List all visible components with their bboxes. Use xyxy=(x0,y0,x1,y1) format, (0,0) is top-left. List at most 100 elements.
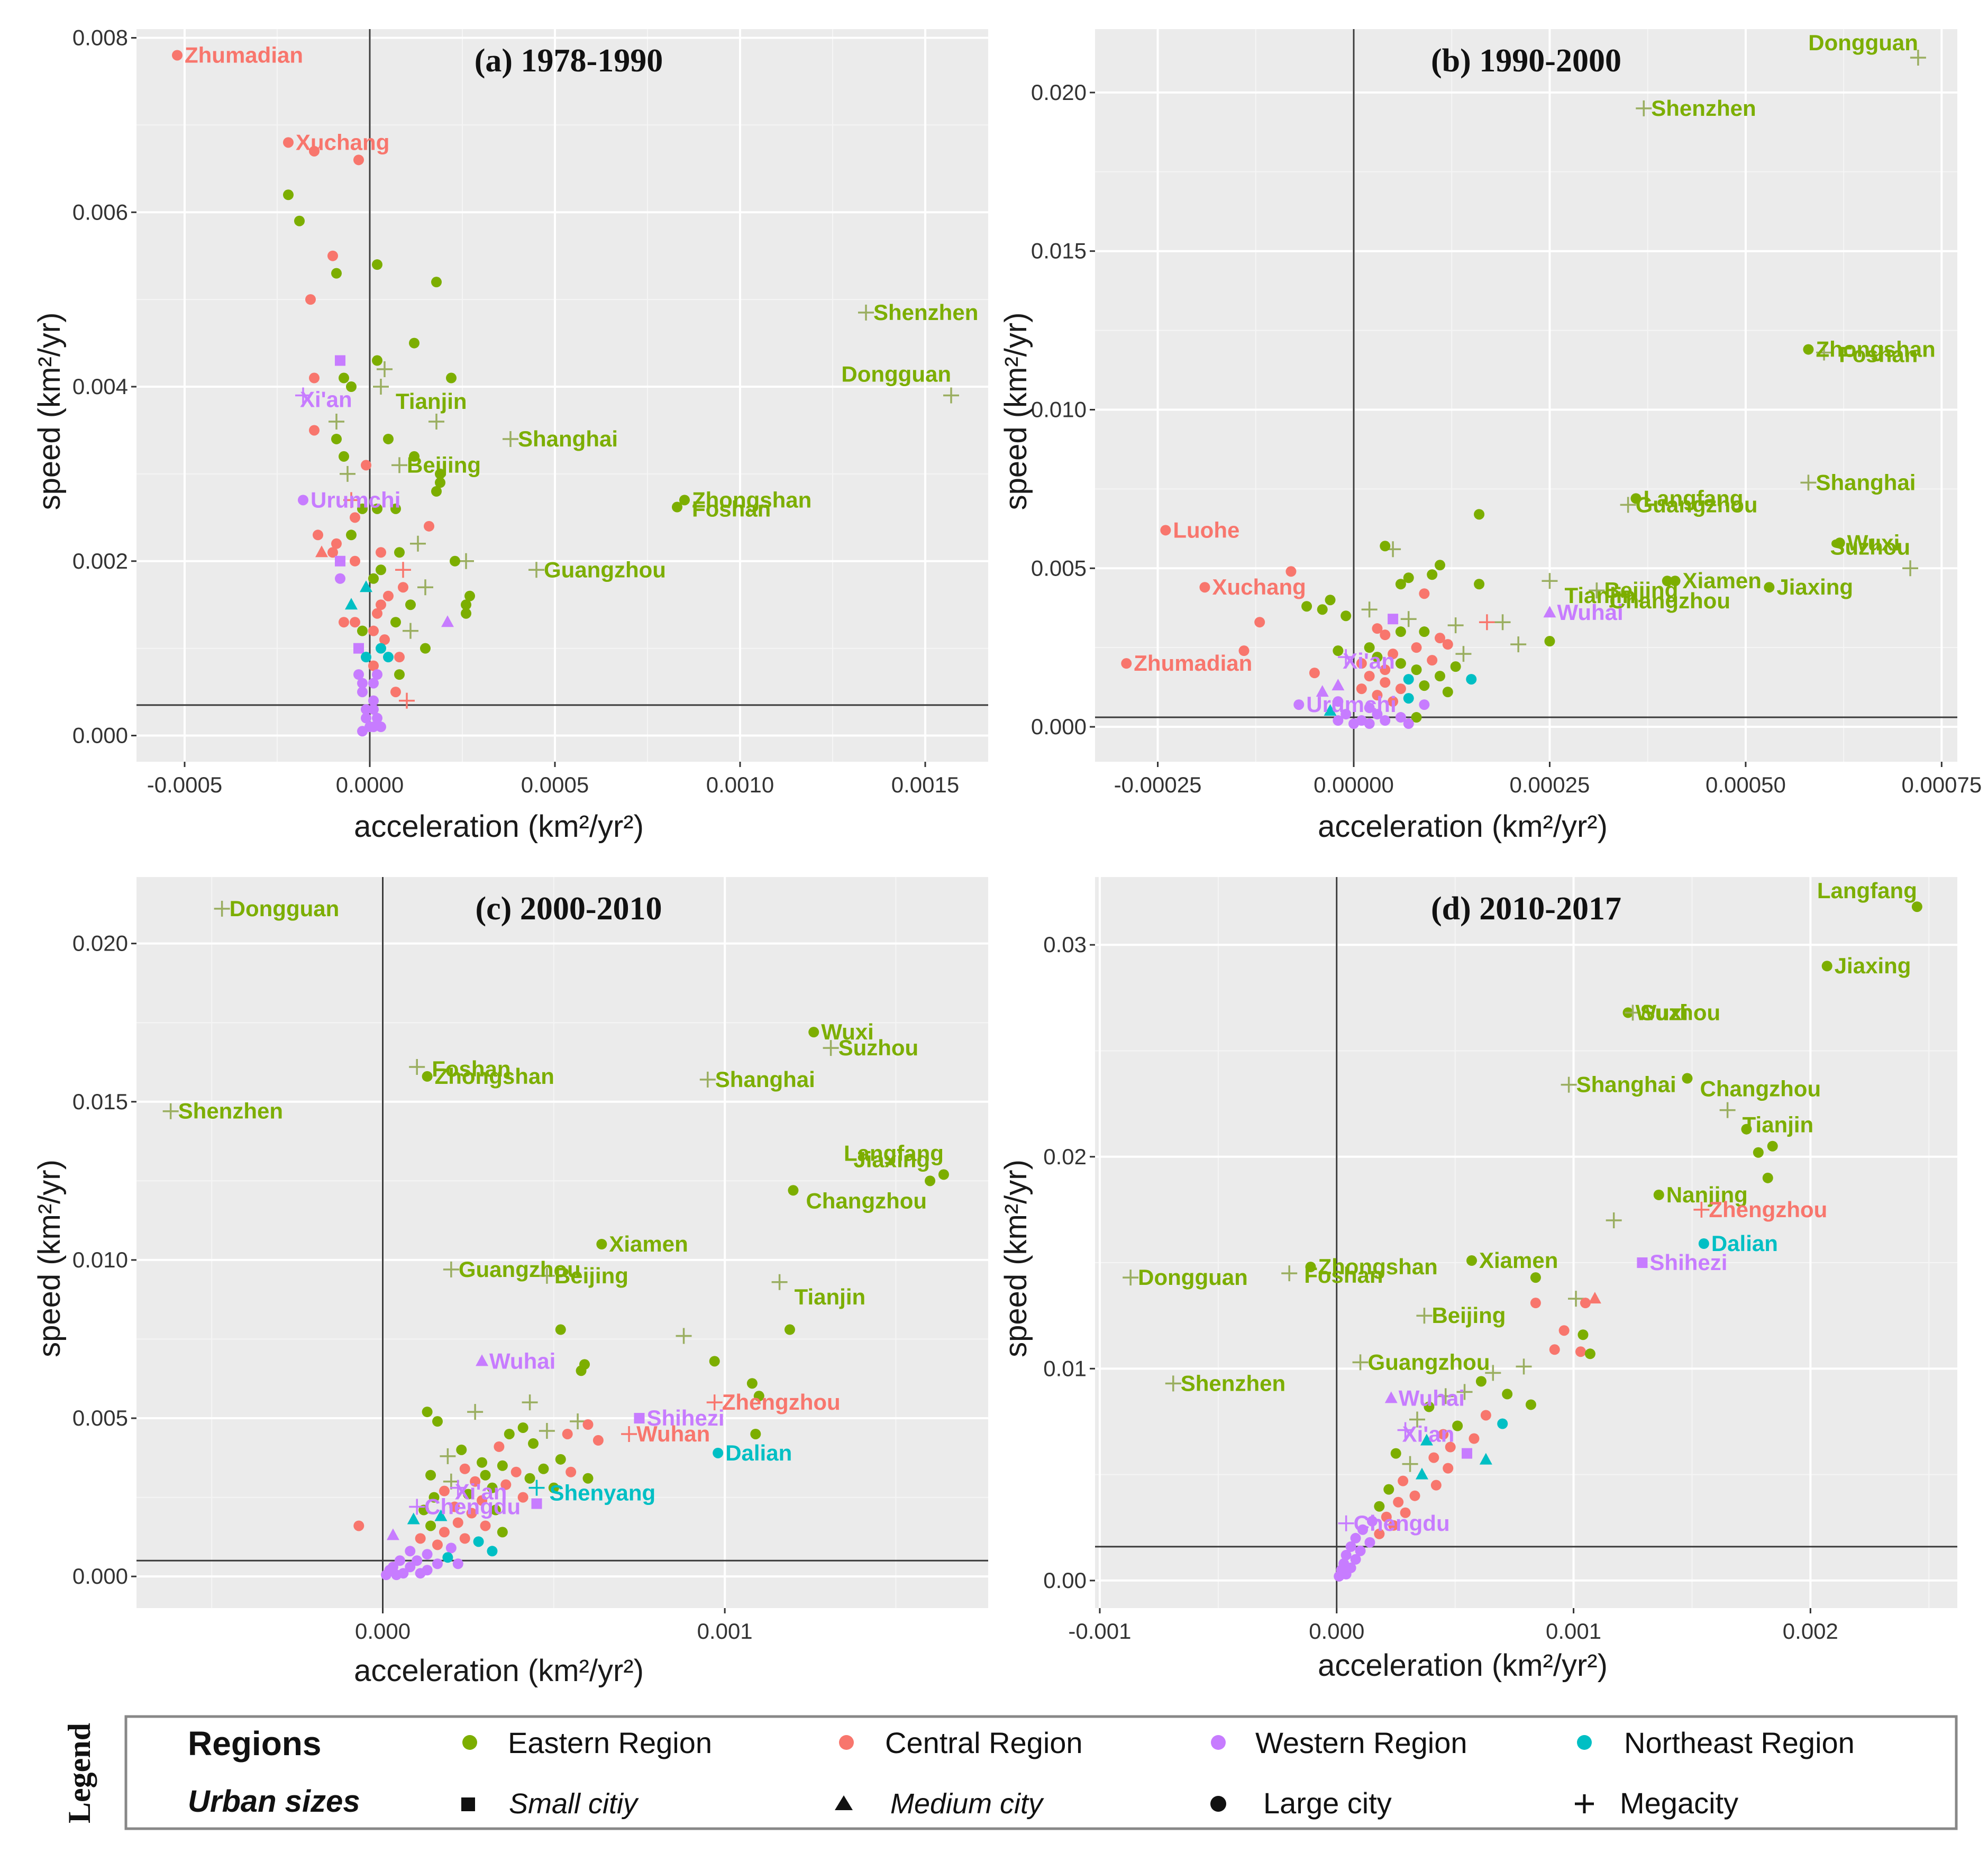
data-point xyxy=(1800,474,1817,491)
data-point xyxy=(162,1103,179,1119)
data-point xyxy=(407,1512,420,1525)
point-label: Changzhou xyxy=(806,1188,927,1213)
legend-small-city-label: Small citiy xyxy=(509,1788,639,1820)
data-point xyxy=(1372,623,1383,634)
data-point xyxy=(1437,1388,1454,1404)
point-label: Urumchi xyxy=(311,487,400,512)
data-point xyxy=(473,1536,484,1547)
data-point xyxy=(1348,718,1359,729)
point-label: Changzhou xyxy=(1609,588,1730,613)
y-tick-label: 0.015 xyxy=(1031,239,1087,263)
data-point xyxy=(353,154,364,166)
point-label: Zhongshan xyxy=(1816,337,1935,362)
data-point xyxy=(672,501,682,513)
data-point xyxy=(517,1422,528,1433)
panel-title: (b) 1990-2000 xyxy=(1431,43,1621,79)
data-point xyxy=(391,1569,402,1581)
data-point xyxy=(528,1438,539,1449)
x-tick-label: 0.002 xyxy=(1783,1619,1838,1644)
data-point xyxy=(1475,1376,1487,1387)
data-point xyxy=(1469,1433,1480,1444)
data-point xyxy=(1767,1140,1778,1152)
data-point xyxy=(424,521,434,532)
data-points xyxy=(172,50,959,737)
data-point xyxy=(376,643,386,654)
data-point xyxy=(335,355,345,366)
data-point xyxy=(1637,1257,1648,1268)
data-point xyxy=(410,535,426,552)
data-point xyxy=(1419,680,1430,691)
point-label: Urumchi xyxy=(1306,692,1396,717)
legend-megacity-label: Megacity xyxy=(1620,1786,1738,1820)
legend: Legend Regions Urban sizes Eastern Regio… xyxy=(62,1715,1958,1830)
data-point xyxy=(1577,1329,1589,1340)
data-point xyxy=(592,1435,604,1446)
data-point xyxy=(439,1527,450,1538)
y-tick-label: 0.03 xyxy=(1043,932,1087,957)
x-axis-title: acceleration (km²/yr²) xyxy=(354,809,644,844)
legend-item-eastern: Eastern Region xyxy=(462,1726,712,1759)
data-point xyxy=(510,1466,522,1477)
data-point xyxy=(1372,652,1383,663)
data-point xyxy=(1281,1265,1298,1282)
data-points xyxy=(1123,901,1922,1582)
data-point xyxy=(435,468,445,479)
legend-western-label: Western Region xyxy=(1255,1726,1467,1759)
data-point xyxy=(368,704,379,715)
data-point xyxy=(1575,1346,1586,1357)
data-point xyxy=(428,413,444,430)
data-point xyxy=(709,1356,720,1367)
data-point xyxy=(305,294,316,305)
data-point xyxy=(456,1444,467,1455)
data-point xyxy=(570,1413,586,1430)
data-point xyxy=(753,1391,764,1402)
data-point xyxy=(1662,576,1673,587)
data-point xyxy=(1334,1571,1345,1582)
data-point xyxy=(925,1175,936,1186)
data-point xyxy=(1395,683,1406,695)
data-point xyxy=(399,692,415,709)
y-axis-title: speed (km²/yr) xyxy=(32,1160,67,1357)
point-label: Shenzhen xyxy=(1181,1371,1285,1395)
point-label: Xi'an xyxy=(1402,1422,1455,1447)
data-point xyxy=(331,433,342,444)
data-point xyxy=(1374,1501,1385,1512)
x-axis-title: acceleration (km²/yr²) xyxy=(1318,1648,1608,1683)
legend-central-label: Central Region xyxy=(885,1726,1083,1759)
data-point xyxy=(1719,1102,1736,1118)
data-point xyxy=(676,1328,692,1344)
point-label: Foshan xyxy=(1839,342,1918,367)
data-point xyxy=(340,465,355,482)
data-point xyxy=(357,503,368,514)
data-point xyxy=(1625,1005,1641,1021)
data-point xyxy=(1409,1411,1426,1428)
data-point xyxy=(1350,1532,1361,1544)
y-axis-title: speed (km²/yr) xyxy=(999,313,1033,510)
data-point xyxy=(353,1520,364,1531)
data-point xyxy=(1741,1124,1752,1135)
data-point xyxy=(555,1454,566,1465)
data-point xyxy=(343,492,359,508)
data-point xyxy=(750,1428,761,1439)
data-point xyxy=(415,1568,426,1579)
data-point xyxy=(706,1394,723,1411)
data-point xyxy=(309,372,320,384)
data-point xyxy=(1388,1520,1399,1531)
point-label: Chengdu xyxy=(424,1494,521,1519)
data-point xyxy=(1803,344,1814,355)
data-point xyxy=(1285,566,1297,577)
legend-northeast-label: Northeast Region xyxy=(1624,1726,1855,1759)
data-point xyxy=(494,1441,505,1452)
data-point xyxy=(1340,1549,1352,1560)
data-point xyxy=(461,599,471,610)
data-point xyxy=(1542,573,1558,589)
data-point xyxy=(1443,1463,1454,1474)
data-point xyxy=(808,1027,819,1038)
y-tick-label: 0.020 xyxy=(72,931,128,956)
data-point xyxy=(1558,1325,1570,1336)
data-point xyxy=(368,660,379,671)
data-point xyxy=(1466,1255,1478,1266)
data-point xyxy=(1316,685,1329,697)
point-label: Suzhou xyxy=(1640,1000,1721,1025)
